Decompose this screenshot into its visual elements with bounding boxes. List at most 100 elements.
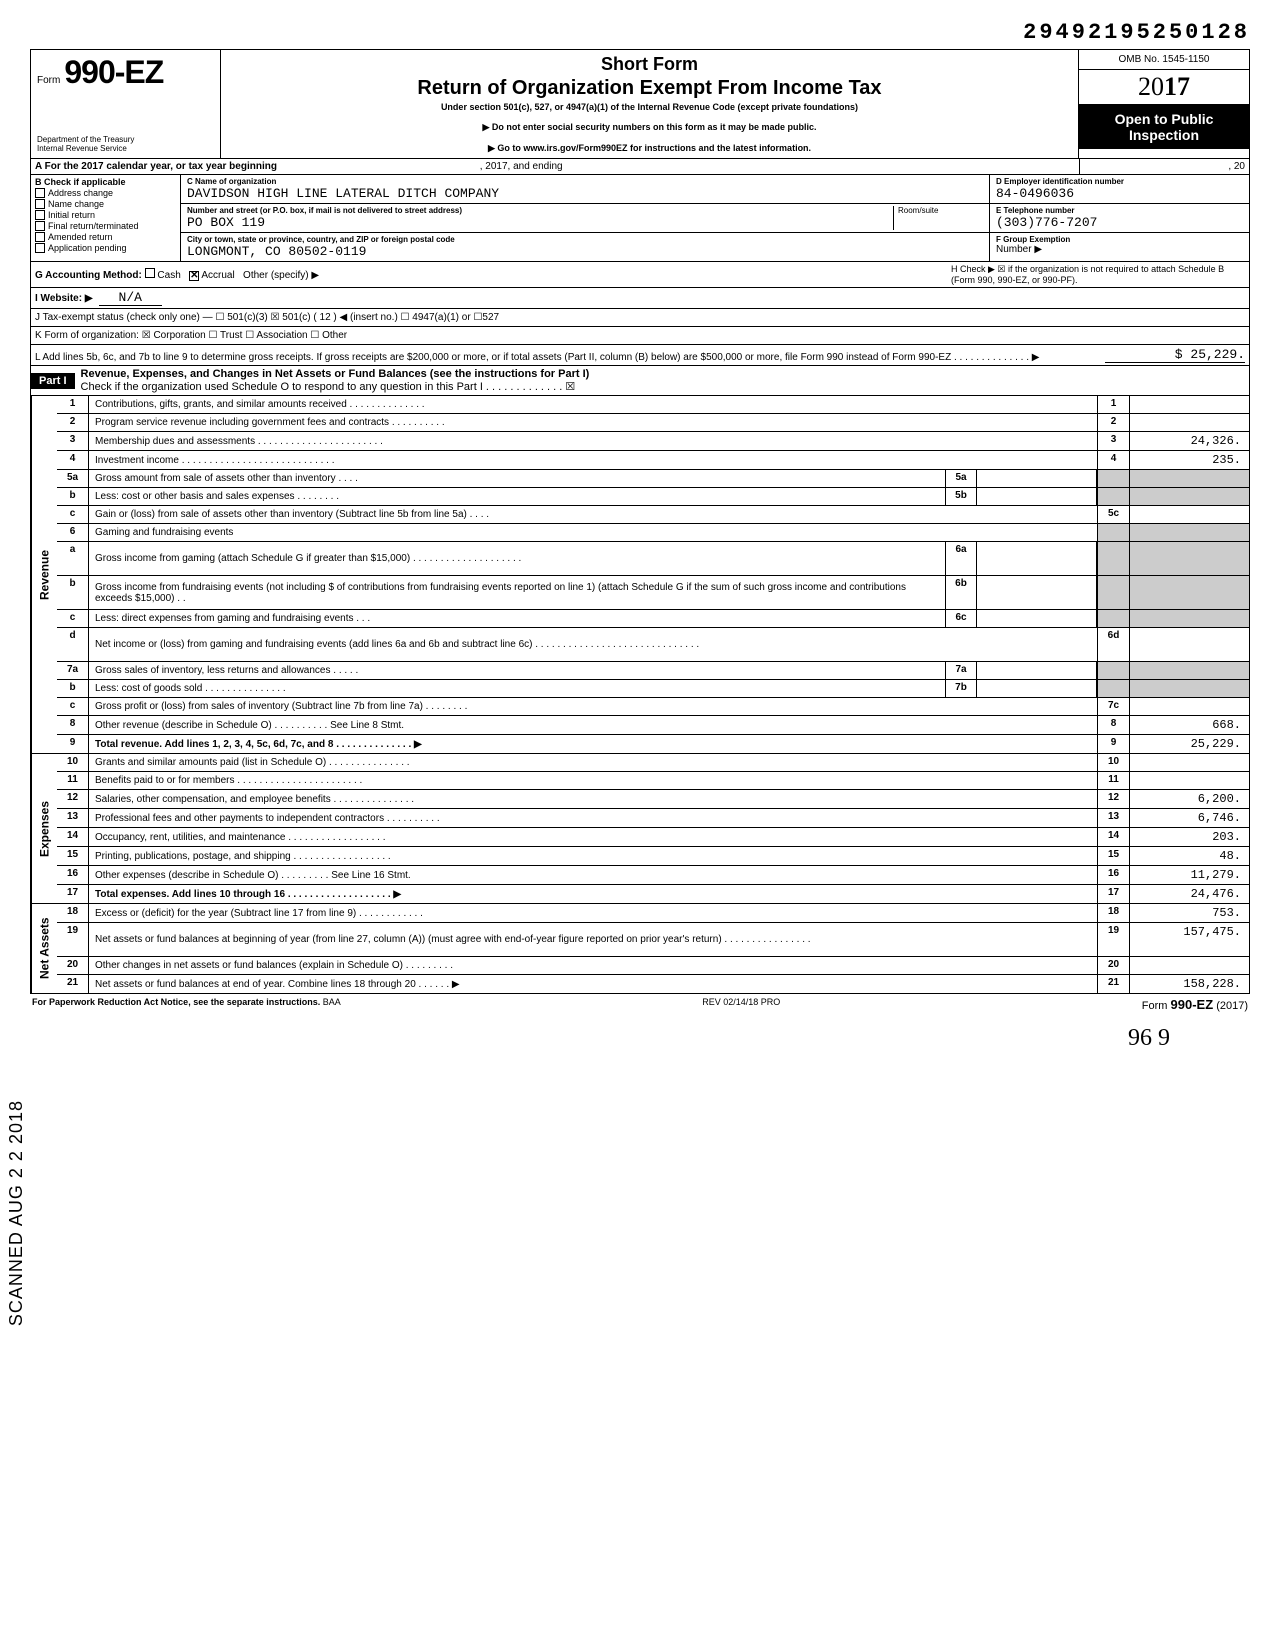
chk-initial-return[interactable]	[35, 210, 45, 220]
line-h: H Check ▶ ☒ if the organization is not r…	[945, 264, 1245, 285]
opt-amended: Amended return	[48, 232, 113, 242]
right-value	[1129, 698, 1249, 715]
row-number: 4	[57, 451, 89, 469]
org-city: LONGMONT, CO 80502-0119	[187, 244, 983, 259]
table-row: cLess: direct expenses from gaming and f…	[57, 610, 1249, 628]
handwritten-note: 96 9	[30, 1025, 1250, 1052]
footer-mid: REV 02/14/18 PRO	[702, 997, 780, 1012]
row-description: Net income or (loss) from gaming and fun…	[89, 628, 1097, 661]
right-value	[1129, 576, 1249, 609]
warning-2: ▶ Go to www.irs.gov/Form990EZ for instru…	[229, 143, 1070, 154]
table-row: 6Gaming and fundraising events	[57, 524, 1249, 542]
row-description: Gaming and fundraising events	[89, 524, 1097, 541]
row-number: 5a	[57, 470, 89, 487]
warning-1: ▶ Do not enter social security numbers o…	[229, 122, 1070, 133]
row-number: 11	[57, 772, 89, 789]
opt-accrual: Accrual	[201, 270, 234, 281]
box-f-label2: Number ▶	[996, 244, 1243, 255]
side-revenue: Revenue	[31, 396, 57, 753]
right-value	[1129, 754, 1249, 771]
inner-number: 6a	[945, 542, 977, 575]
right-value: 6,200.	[1129, 790, 1249, 808]
row-number: c	[57, 698, 89, 715]
table-row: 16Other expenses (describe in Schedule O…	[57, 866, 1249, 885]
row-number: 3	[57, 432, 89, 450]
right-number: 12	[1097, 790, 1129, 808]
row-description: Investment income . . . . . . . . . . . …	[89, 451, 1097, 469]
row-description: Salaries, other compensation, and employ…	[89, 790, 1097, 808]
chk-application-pending[interactable]	[35, 243, 45, 253]
right-value	[1129, 396, 1249, 413]
row-number: c	[57, 506, 89, 523]
right-value: 24,476.	[1129, 885, 1249, 903]
row-description: Benefits paid to or for members . . . . …	[89, 772, 1097, 789]
right-number: 8	[1097, 716, 1129, 734]
org-name: DAVIDSON HIGH LINE LATERAL DITCH COMPANY	[187, 186, 983, 201]
row-description: Other revenue (describe in Schedule O) .…	[89, 716, 1097, 734]
right-number	[1097, 680, 1129, 697]
right-value: 24,326.	[1129, 432, 1249, 450]
short-form-title: Short Form	[229, 54, 1070, 75]
chk-final-return[interactable]	[35, 221, 45, 231]
row-description: Gross sales of inventory, less returns a…	[89, 662, 945, 679]
part-1-title: Revenue, Expenses, and Changes in Net As…	[81, 368, 590, 380]
chk-accrual[interactable]	[189, 271, 199, 281]
row-description: Contributions, gifts, grants, and simila…	[89, 396, 1097, 413]
right-value	[1129, 628, 1249, 661]
table-row: 2Program service revenue including gover…	[57, 414, 1249, 432]
opt-cash: Cash	[157, 270, 180, 281]
table-row: 13Professional fees and other payments t…	[57, 809, 1249, 828]
row-number: 6	[57, 524, 89, 541]
inner-value	[977, 470, 1097, 487]
row-description: Gross amount from sale of assets other t…	[89, 470, 945, 487]
right-value: 158,228.	[1129, 975, 1249, 993]
inner-value	[977, 662, 1097, 679]
row-number: 12	[57, 790, 89, 808]
chk-address-change[interactable]	[35, 188, 45, 198]
right-number: 16	[1097, 866, 1129, 884]
chk-amended[interactable]	[35, 232, 45, 242]
row-description: Excess or (deficit) for the year (Subtra…	[89, 904, 1097, 922]
line-l: L Add lines 5b, 6c, and 7b to line 9 to …	[30, 345, 1250, 366]
right-number: 19	[1097, 923, 1129, 956]
table-row: 7aGross sales of inventory, less returns…	[57, 662, 1249, 680]
row-description: Net assets or fund balances at end of ye…	[89, 975, 1097, 993]
inner-value	[977, 610, 1097, 627]
row-description: Other changes in net assets or fund bala…	[89, 957, 1097, 974]
website-value: N/A	[99, 290, 162, 306]
right-value: 11,279.	[1129, 866, 1249, 884]
inner-number: 5a	[945, 470, 977, 487]
chk-cash[interactable]	[145, 268, 155, 278]
row-description: Grants and similar amounts paid (list in…	[89, 754, 1097, 771]
row-number: 19	[57, 923, 89, 956]
opt-address-change: Address change	[48, 188, 113, 198]
table-row: 1Contributions, gifts, grants, and simil…	[57, 396, 1249, 414]
row-description: Gain or (loss) from sale of assets other…	[89, 506, 1097, 523]
line-g-h: G Accounting Method: Cash Accrual Other …	[30, 262, 1250, 288]
main-table: Revenue 1Contributions, gifts, grants, a…	[30, 396, 1250, 994]
row-description: Net assets or fund balances at beginning…	[89, 923, 1097, 956]
footer-left: For Paperwork Reduction Act Notice, see …	[32, 997, 320, 1007]
form-subtitle: Under section 501(c), 527, or 4947(a)(1)…	[229, 102, 1070, 112]
table-row: 8Other revenue (describe in Schedule O) …	[57, 716, 1249, 735]
table-row: 21Net assets or fund balances at end of …	[57, 975, 1249, 993]
right-value	[1129, 957, 1249, 974]
row-description: Less: cost of goods sold . . . . . . . .…	[89, 680, 945, 697]
inner-number: 6c	[945, 610, 977, 627]
footer-baa: BAA	[323, 997, 341, 1007]
right-value	[1129, 662, 1249, 679]
row-number: 13	[57, 809, 89, 827]
footer-right-bold: 990-EZ	[1171, 997, 1214, 1012]
line-g-label: G Accounting Method:	[35, 270, 142, 281]
line-l-text: L Add lines 5b, 6c, and 7b to line 9 to …	[35, 352, 1099, 363]
box-b: B Check if applicable Address change Nam…	[31, 175, 181, 261]
row-description: Gross income from gaming (attach Schedul…	[89, 542, 945, 575]
right-number: 20	[1097, 957, 1129, 974]
right-number: 15	[1097, 847, 1129, 865]
chk-name-change[interactable]	[35, 199, 45, 209]
form-title: Return of Organization Exempt From Incom…	[229, 77, 1070, 100]
table-row: bLess: cost or other basis and sales exp…	[57, 488, 1249, 506]
right-value	[1129, 470, 1249, 487]
row-description: Program service revenue including govern…	[89, 414, 1097, 431]
right-number: 2	[1097, 414, 1129, 431]
